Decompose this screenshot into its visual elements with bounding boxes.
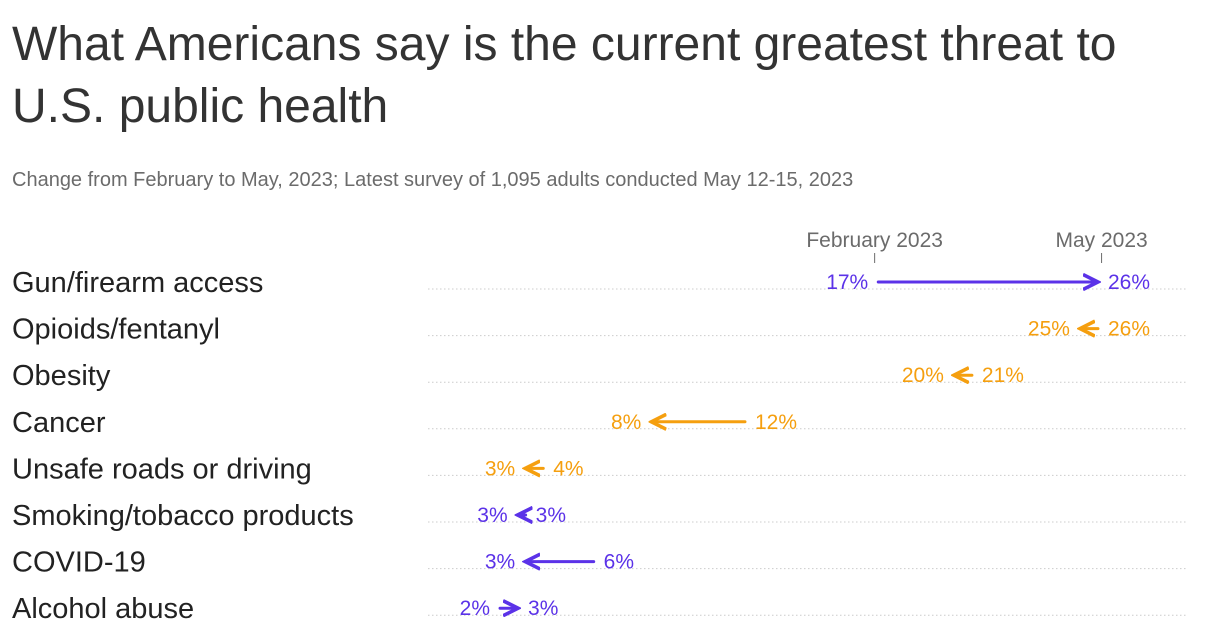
may-value-label: 3% [528,597,558,620]
row-label: Unsafe roads or driving [12,453,312,485]
february-value-label: 4% [553,457,583,480]
february-value-label: 12% [755,411,797,434]
may-value-label: 3% [485,457,515,480]
row-label: Smoking/tobacco products [12,500,354,532]
chart-title: What Americans say is the current greate… [12,18,1117,133]
may-value-label: 8% [611,411,641,434]
row-label: Cancer [12,407,106,439]
row-label: Obesity [12,360,111,392]
february-value-label: 17% [826,271,868,294]
may-value-label: 3% [536,504,566,527]
chart-subtitle: Change from February to May, 2023; Lates… [12,169,854,191]
header-label-february: February 2023 [806,229,943,252]
row-label: Opioids/fentanyl [12,314,220,346]
may-value-label: 26% [1108,271,1150,294]
row-label: Alcohol abuse [12,593,194,625]
row-label: Gun/firearm access [12,267,263,299]
february-value-label: 2% [460,597,490,620]
may-value-label: 25% [1028,318,1070,341]
february-value-label: 6% [604,551,634,574]
february-value-label: 21% [982,364,1024,387]
february-value-label: 26% [1108,318,1150,341]
may-value-label: 3% [485,551,515,574]
may-value-label: 20% [902,364,944,387]
row-label: COVID-19 [12,547,146,579]
header-label-may: May 2023 [1055,229,1147,252]
february-value-label: 3% [477,504,507,527]
